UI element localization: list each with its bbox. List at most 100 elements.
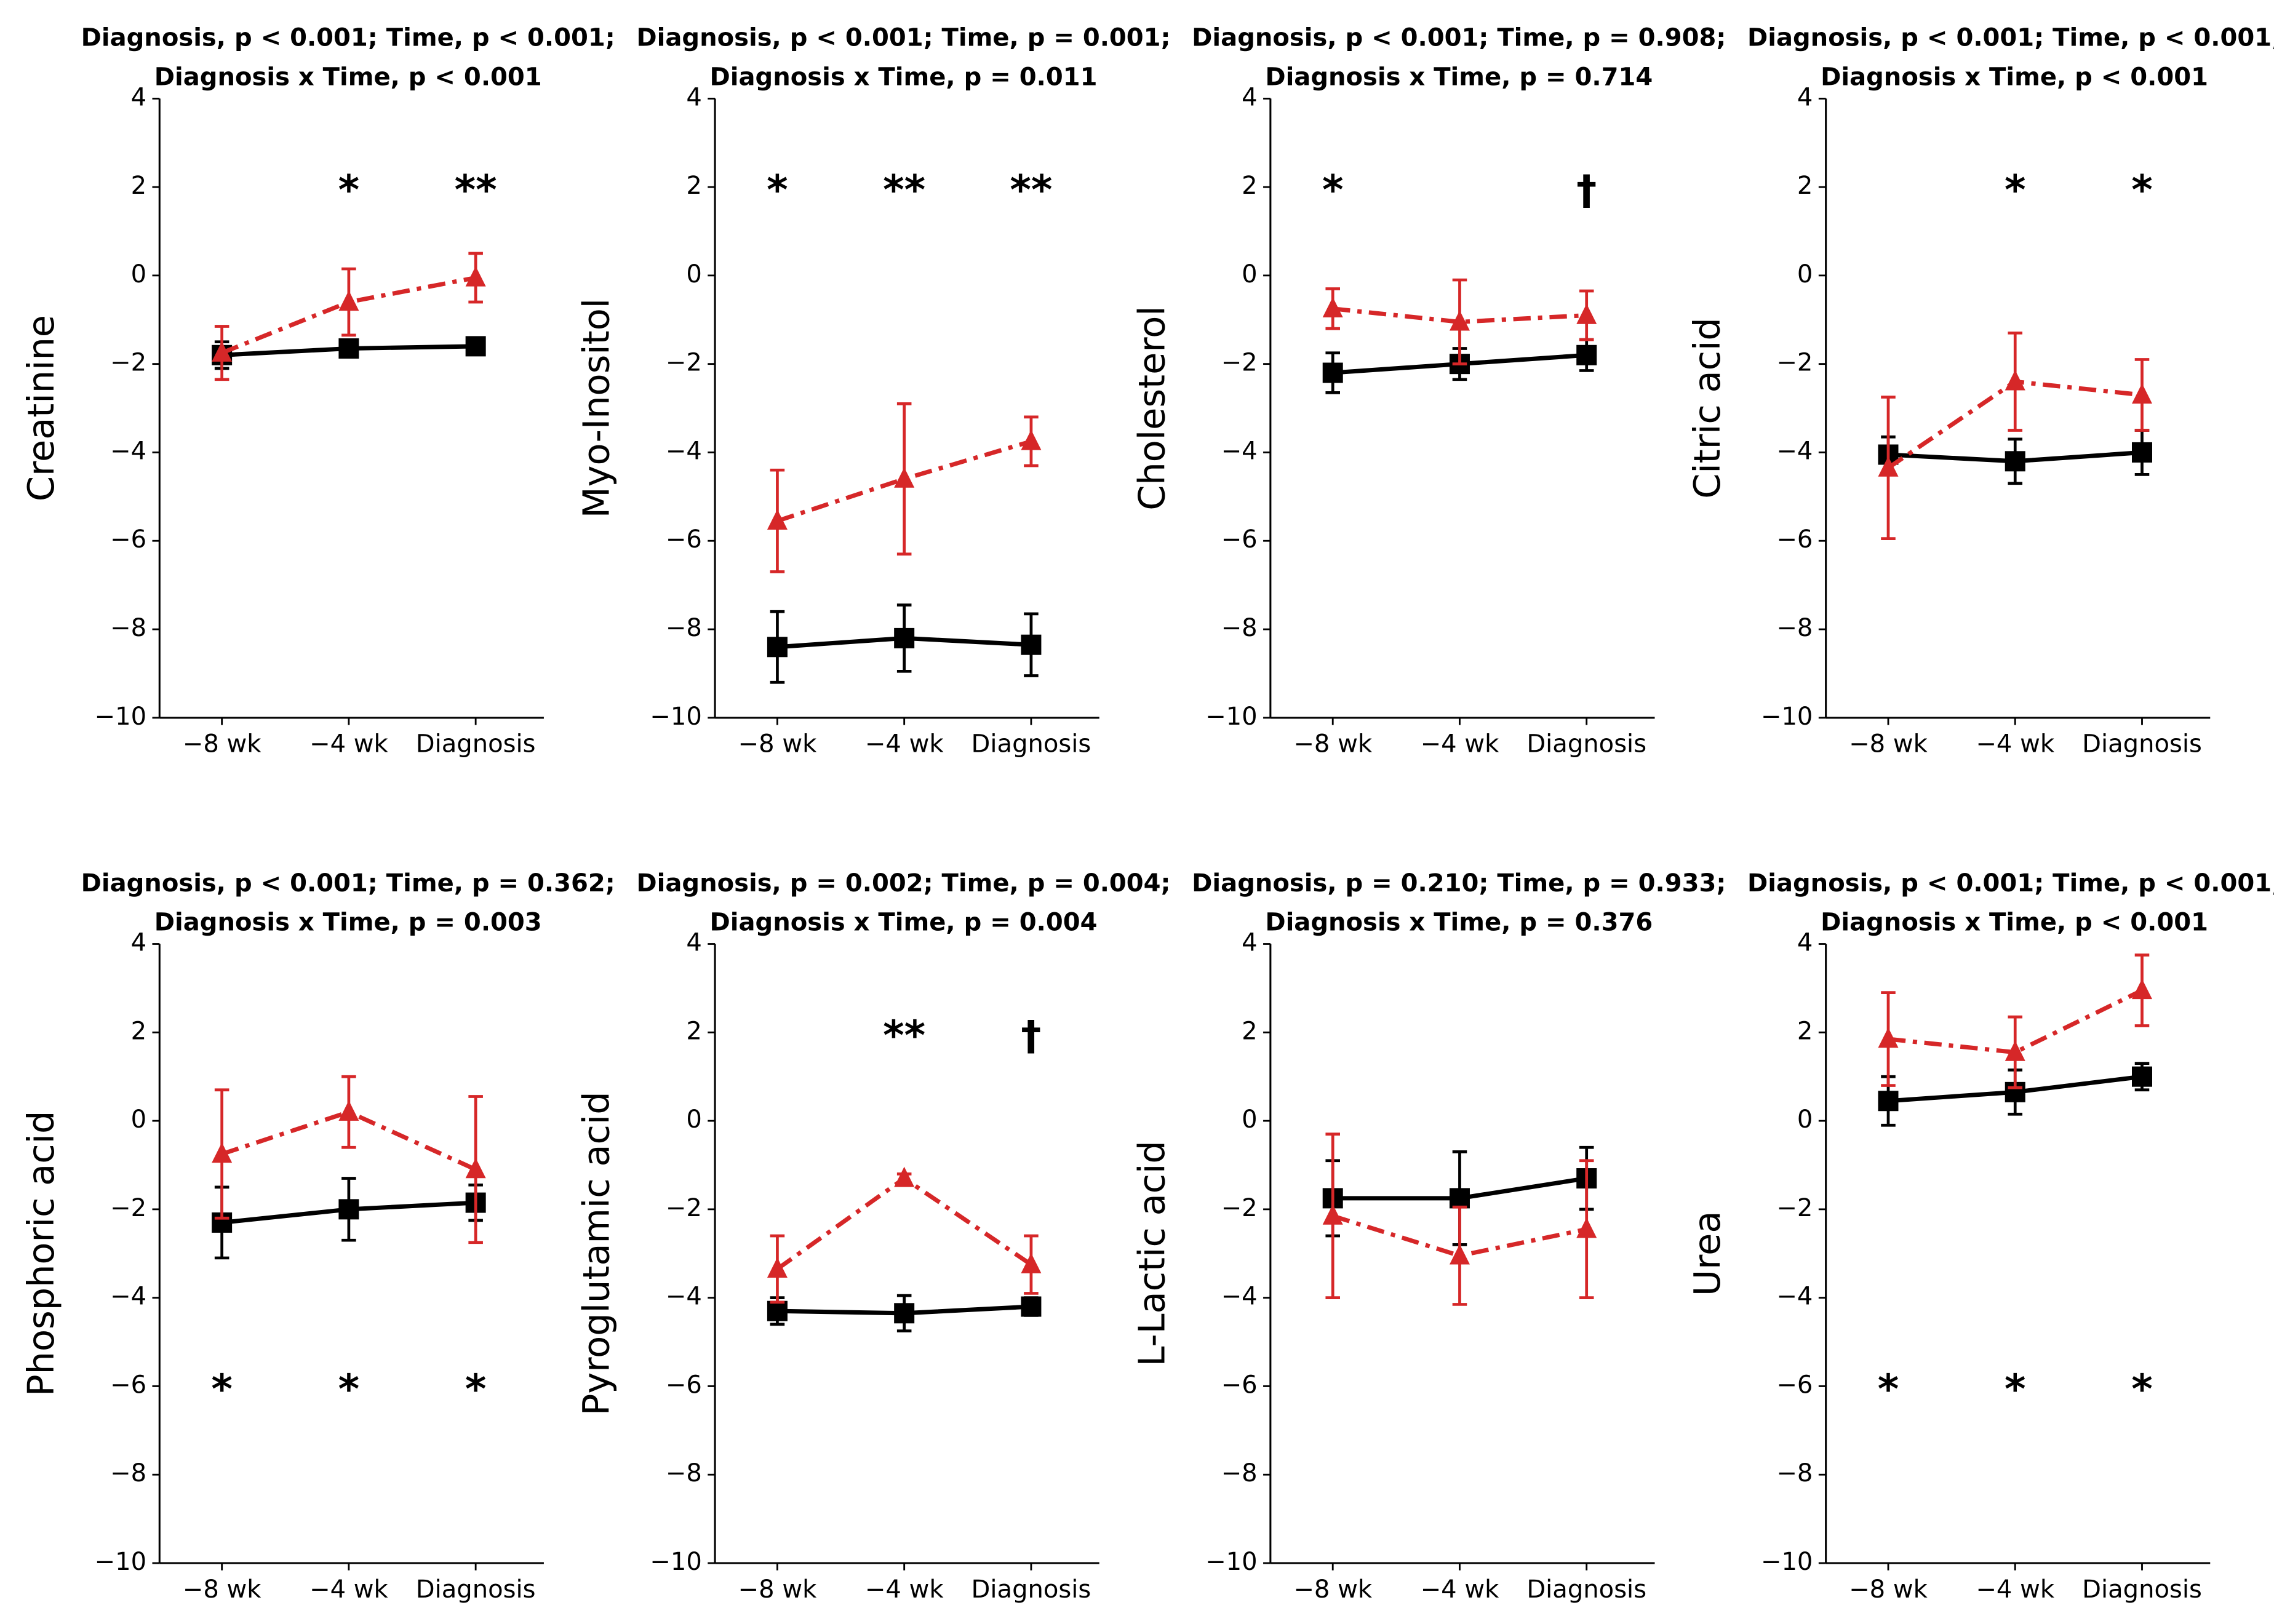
marker (1576, 344, 1597, 365)
significance-label: * (1878, 1366, 1899, 1413)
y-tick-label: −10 (650, 1548, 702, 1576)
x-tick-label: −4 wk (309, 1575, 389, 1604)
y-axis-label: Urea (1686, 1211, 1728, 1296)
y-axis-label: Cholesterol (1130, 306, 1173, 510)
marker (338, 338, 359, 359)
marker (1322, 1204, 1343, 1225)
x-tick-label: −4 wk (865, 1575, 944, 1604)
y-tick-label: −8 (110, 614, 146, 642)
marker (1021, 1296, 1042, 1317)
chart-title: Diagnosis, p < 0.001; Time, p < 0.001; (1747, 24, 2274, 52)
marker (1322, 297, 1343, 317)
marker (1449, 1244, 1470, 1265)
marker (1878, 1027, 1899, 1048)
y-tick-label: −4 (1776, 1283, 1813, 1311)
y-tick-label: 0 (1242, 260, 1258, 289)
significance-label: * (338, 167, 360, 214)
y-tick-label: 4 (131, 929, 147, 957)
marker (2132, 979, 2152, 1000)
x-tick-label: −8 wk (1293, 730, 1373, 758)
significance-label: * (1322, 167, 1344, 214)
x-tick-label: Diagnosis (2082, 1575, 2202, 1604)
y-tick-label: −8 (110, 1459, 146, 1487)
y-tick-label: 2 (1797, 172, 1813, 200)
marker (767, 1257, 788, 1278)
chart-title: Diagnosis x Time, p = 0.004 (710, 909, 1098, 937)
x-tick-label: Diagnosis (2082, 730, 2202, 758)
marker (2005, 451, 2025, 472)
y-tick-label: −2 (1776, 1194, 1813, 1222)
x-tick-label: −8 wk (1849, 730, 1928, 758)
y-tick-label: 2 (686, 172, 702, 200)
series-line (1332, 306, 1587, 324)
marker (212, 341, 233, 362)
y-tick-label: −6 (110, 525, 146, 554)
panel: Diagnosis, p < 0.001; Time, p = 0.001; Di… (575, 24, 1171, 758)
y-tick-label: 4 (1242, 83, 1258, 111)
y-tick-label: 4 (686, 929, 702, 957)
marker (1021, 634, 1042, 655)
y-tick-label: 4 (1797, 83, 1813, 111)
y-tick-label: 2 (1797, 1017, 1813, 1045)
x-tick-label: Diagnosis (1526, 1575, 1646, 1604)
y-tick-label: −4 (666, 437, 702, 465)
x-tick-label: −4 wk (1421, 1575, 1500, 1604)
marker (894, 1166, 915, 1187)
x-tick-label: Diagnosis (971, 730, 1091, 758)
y-tick-label: −8 (666, 614, 702, 642)
significance-label: ** (883, 167, 925, 214)
y-tick-label: −10 (1205, 703, 1258, 731)
series-line (1888, 988, 2144, 1055)
x-tick-label: −4 wk (1976, 730, 2055, 758)
series-line (1332, 1214, 1587, 1258)
significance-label: * (2005, 1366, 2026, 1413)
y-tick-label: −2 (666, 349, 702, 377)
panel: Diagnosis, p < 0.001; Time, p < 0.001; Di… (1686, 869, 2274, 1604)
significance-label: ** (1010, 167, 1052, 214)
chart-title: Diagnosis x Time, p = 0.376 (1265, 909, 1653, 937)
y-axis-label: L-Lactic acid (1130, 1140, 1173, 1366)
marker (338, 1199, 359, 1220)
x-tick-label: Diagnosis (416, 730, 536, 758)
y-tick-label: 0 (131, 1105, 147, 1134)
marker (212, 1142, 233, 1163)
chart-title: Diagnosis, p < 0.001; Time, p = 0.362; (81, 869, 615, 898)
y-tick-label: −8 (1221, 614, 1258, 642)
chart-title: Diagnosis x Time, p = 0.003 (154, 909, 542, 937)
y-tick-label: −6 (666, 525, 702, 554)
significance-label: ** (883, 1012, 925, 1059)
y-tick-label: −2 (110, 349, 146, 377)
y-tick-label: 0 (1242, 1105, 1258, 1134)
marker (1021, 429, 1042, 450)
y-tick-label: 0 (1797, 260, 1813, 289)
marker (767, 509, 788, 530)
y-tick-label: 2 (131, 172, 147, 200)
chart-title: Diagnosis, p < 0.001; Time, p < 0.001; (81, 24, 615, 52)
x-tick-label: Diagnosis (971, 1575, 1091, 1604)
significance-label: * (2005, 167, 2026, 214)
y-tick-label: 4 (131, 83, 147, 111)
chart-title: Diagnosis x Time, p = 0.714 (1265, 63, 1653, 91)
marker (894, 1303, 915, 1324)
y-tick-label: −6 (1776, 1371, 1813, 1399)
x-tick-label: −4 wk (1976, 1575, 2055, 1604)
x-tick-label: Diagnosis (416, 1575, 536, 1604)
marker (465, 336, 486, 357)
significance-label: † (1576, 167, 1597, 214)
marker (1449, 1188, 1470, 1209)
y-tick-label: 0 (1797, 1105, 1813, 1134)
y-tick-label: 4 (686, 83, 702, 111)
panel: Diagnosis, p = 0.002; Time, p = 0.004; Di… (575, 869, 1171, 1604)
y-tick-label: −10 (1761, 1548, 1813, 1576)
marker (338, 290, 359, 311)
marker (767, 1300, 788, 1321)
marker (2132, 1066, 2152, 1087)
y-axis-label: Creatinine (20, 315, 62, 501)
panel: Diagnosis, p < 0.001; Time, p < 0.001; Di… (20, 24, 615, 758)
y-tick-label: −4 (110, 437, 146, 465)
marker (2005, 1040, 2025, 1061)
y-tick-label: −2 (1221, 1194, 1258, 1222)
x-tick-label: −4 wk (865, 730, 944, 758)
